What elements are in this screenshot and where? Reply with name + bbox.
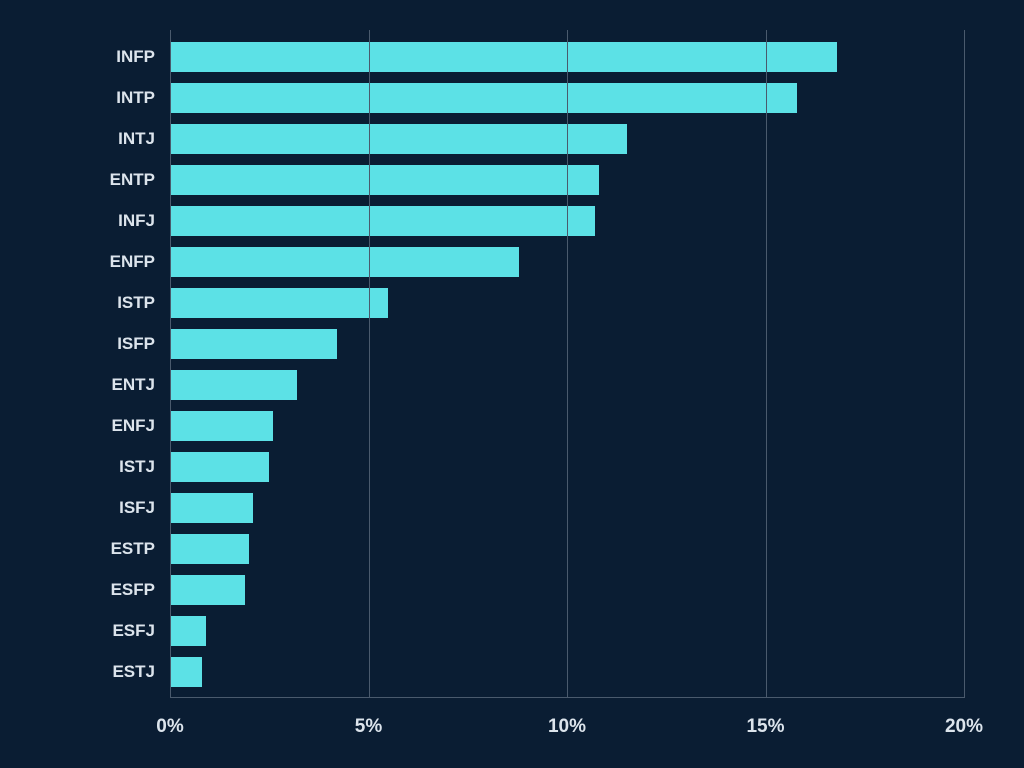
x-tick-label: 10% bbox=[548, 716, 586, 738]
bar-label: ESTJ bbox=[15, 662, 155, 682]
bar bbox=[170, 247, 519, 277]
gridline bbox=[964, 30, 965, 698]
bar-label: INFP bbox=[15, 47, 155, 67]
bar bbox=[170, 165, 599, 195]
bar bbox=[170, 534, 249, 564]
gridline bbox=[369, 30, 370, 698]
bar-label: ESTP bbox=[15, 539, 155, 559]
bar bbox=[170, 42, 837, 72]
bar bbox=[170, 83, 797, 113]
bar bbox=[170, 575, 245, 605]
bar bbox=[170, 657, 202, 687]
bar bbox=[170, 124, 627, 154]
bar-label: ESFJ bbox=[15, 621, 155, 641]
bar-label: ISTJ bbox=[15, 457, 155, 477]
bar-label: INFJ bbox=[15, 211, 155, 231]
bar bbox=[170, 370, 297, 400]
gridline bbox=[567, 30, 568, 698]
bar-label: INTJ bbox=[15, 129, 155, 149]
bar bbox=[170, 616, 206, 646]
x-axis: 0%5%10%15%20% bbox=[170, 708, 964, 738]
gridline bbox=[170, 30, 171, 698]
bar-label: ENFP bbox=[15, 252, 155, 272]
chart-container: INFP INTP INTJ ENTP INFJ ENFP ISTP ISFP ENTJ ENFJ… bbox=[0, 0, 1024, 768]
bar-label: ISFJ bbox=[15, 498, 155, 518]
bar-label: INTP bbox=[15, 88, 155, 108]
gridline bbox=[766, 30, 767, 698]
x-tick-label: 0% bbox=[156, 716, 183, 738]
bar bbox=[170, 288, 388, 318]
bar bbox=[170, 452, 269, 482]
bar-label: ESFP bbox=[15, 580, 155, 600]
bar-label: ISTP bbox=[15, 293, 155, 313]
bar-label: ENTJ bbox=[15, 375, 155, 395]
x-tick-label: 5% bbox=[355, 716, 382, 738]
x-tick-label: 20% bbox=[945, 716, 983, 738]
bar bbox=[170, 411, 273, 441]
bar bbox=[170, 329, 337, 359]
x-tick-label: 15% bbox=[746, 716, 784, 738]
plot-area: INFPINTPINTJENTPINFJENFPISTPISFPENTJENFJ… bbox=[170, 30, 964, 698]
bar-label: ISFP bbox=[15, 334, 155, 354]
bar bbox=[170, 206, 595, 236]
bar bbox=[170, 493, 253, 523]
bar-label: ENFJ bbox=[15, 416, 155, 436]
bar-label: ENTP bbox=[15, 170, 155, 190]
